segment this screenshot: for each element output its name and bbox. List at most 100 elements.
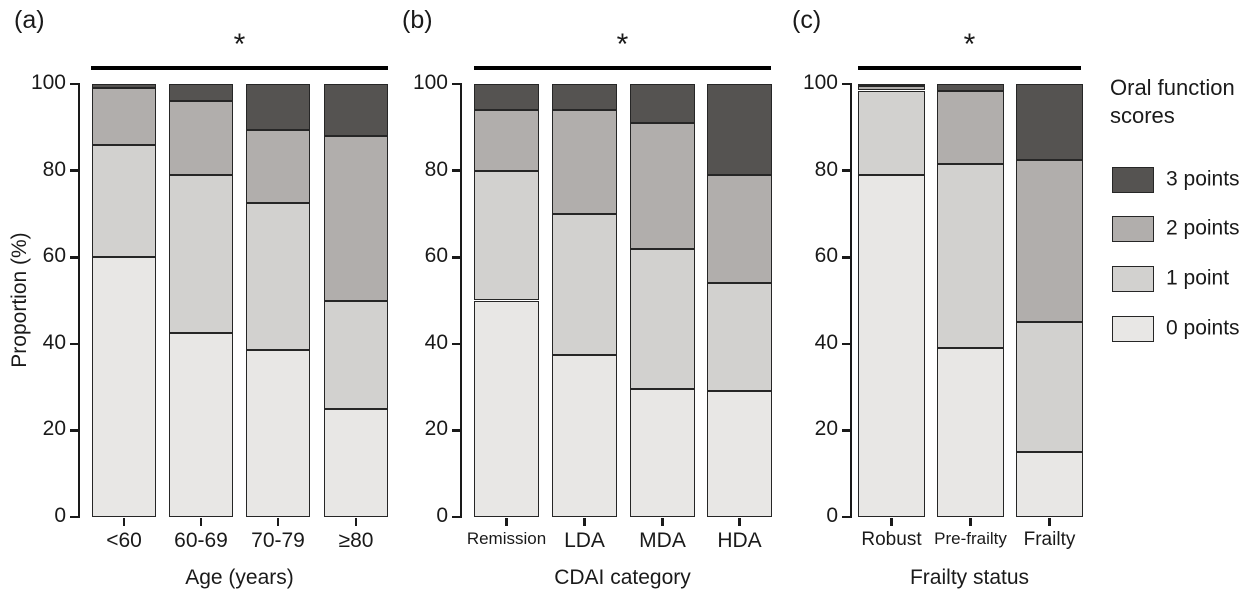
- bar-segment-1-point: [552, 213, 617, 355]
- y-axis-tick: [841, 256, 850, 259]
- bar-segment-3-points: [858, 84, 925, 87]
- x-tick-label: 60-69: [174, 529, 228, 552]
- y-tick-label: 0: [436, 504, 448, 528]
- x-axis-tick: [890, 518, 893, 526]
- bar-segment-1-point: [1016, 322, 1083, 452]
- y-tick-label: 100: [802, 71, 838, 95]
- x-tick-label: Frailty: [1023, 529, 1076, 550]
- x-tick-label: HDA: [717, 529, 762, 552]
- y-tick-label: 80: [814, 157, 838, 181]
- x-axis-tick: [199, 518, 203, 526]
- y-axis-tick: [451, 256, 460, 259]
- legend-swatch-3-points: [1112, 167, 1154, 193]
- bar-segment-2-points: [707, 174, 772, 284]
- panel-letter: (a): [14, 6, 45, 34]
- y-axis-tick: [841, 429, 850, 432]
- significance-asterisk: *: [963, 28, 976, 61]
- bar-segment-2-points: [474, 110, 539, 171]
- bar-segment-1-point: [707, 283, 772, 392]
- x-axis-tick: [738, 518, 741, 526]
- y-tick-label: 20: [814, 417, 838, 441]
- bar-segment-0-points: [1016, 452, 1083, 518]
- y-axis-title: Proportion (%): [8, 232, 31, 368]
- bar-segment-1-point: [858, 90, 925, 175]
- bar-segment-2-points: [552, 110, 617, 214]
- y-tick-label: 100: [412, 71, 448, 95]
- x-axis-title: Age (years): [185, 566, 294, 589]
- bar-segment-1-point: [169, 174, 233, 333]
- x-axis-title: CDAI category: [554, 566, 691, 589]
- y-axis-tick: [451, 515, 460, 519]
- bar-segment-2-points: [937, 90, 1004, 165]
- y-tick-label: 40: [42, 330, 66, 354]
- bar-segment-3-points: [552, 84, 617, 110]
- bar-segment-3-points: [324, 84, 388, 136]
- bar-segment-0-points: [937, 348, 1004, 517]
- y-tick-label: 80: [42, 157, 66, 181]
- x-tick-label: ≥80: [338, 529, 374, 552]
- bar-segment-3-points: [169, 84, 233, 102]
- y-axis-tick: [69, 515, 78, 519]
- bar-segment-3-points: [246, 84, 310, 130]
- significance-line: [858, 66, 1081, 70]
- y-tick-label: 60: [814, 244, 838, 268]
- bar-segment-2-points: [92, 88, 156, 145]
- x-axis-tick: [354, 518, 358, 526]
- significance-asterisk: *: [233, 28, 246, 61]
- bar-segment-2-points: [1016, 159, 1083, 323]
- bar-segment-0-points: [858, 174, 925, 517]
- y-axis-tick: [69, 169, 78, 172]
- x-axis-tick: [969, 518, 972, 526]
- y-axis-tick: [451, 429, 460, 432]
- y-tick-label: 20: [42, 417, 66, 441]
- bar-segment-3-points: [474, 84, 539, 110]
- bar-segment-0-points: [92, 257, 156, 517]
- legend-title: Oral function scores: [1110, 75, 1235, 128]
- bar-segment-0-points: [169, 333, 233, 517]
- bar-segment-3-points: [707, 84, 772, 175]
- y-axis-tick: [841, 169, 850, 172]
- y-tick-label: 100: [30, 71, 66, 95]
- bar-segment-2-points: [169, 101, 233, 175]
- bar-segment-2-points: [630, 123, 695, 249]
- y-axis-tick: [69, 342, 78, 346]
- x-axis-tick: [276, 518, 280, 526]
- bar-segment-1-point: [92, 144, 156, 258]
- y-axis-line: [77, 83, 80, 518]
- bar-segment-0-points: [707, 391, 772, 517]
- bar-segment-3-points: [1016, 84, 1083, 160]
- significance-line: [474, 66, 771, 70]
- y-tick-label: 40: [424, 330, 448, 354]
- panel-letter: (b): [402, 6, 433, 34]
- y-tick-label: 0: [54, 504, 66, 528]
- x-axis-tick: [122, 518, 126, 526]
- x-tick-label: MDA: [639, 529, 686, 552]
- y-axis-tick: [69, 82, 78, 86]
- y-axis-tick: [69, 256, 78, 259]
- bar-segment-1-point: [937, 164, 1004, 349]
- bar-segment-3-points: [937, 84, 1004, 91]
- y-tick-label: 60: [424, 244, 448, 268]
- y-tick-label: 0: [826, 504, 838, 528]
- legend-swatch-1-point: [1112, 266, 1154, 292]
- y-axis-tick: [451, 169, 460, 172]
- y-tick-label: 60: [42, 244, 66, 268]
- bar-segment-2-points: [858, 86, 925, 91]
- y-tick-label: 80: [424, 157, 448, 181]
- legend-swatch-2-points: [1112, 216, 1154, 242]
- legend-item-label: 3 points: [1166, 167, 1240, 191]
- panel-letter: (c): [792, 6, 822, 34]
- x-axis-tick: [583, 518, 586, 526]
- x-tick-label: <60: [106, 529, 142, 552]
- y-axis-tick: [451, 82, 460, 86]
- significance-line: [91, 66, 388, 70]
- bar-segment-1-point: [630, 248, 695, 390]
- significance-asterisk: *: [616, 28, 629, 61]
- y-tick-label: 40: [814, 330, 838, 354]
- y-axis-tick: [451, 342, 460, 346]
- bar-segment-0-points: [474, 300, 539, 517]
- x-tick-label: LDA: [564, 529, 605, 552]
- y-axis-line: [459, 83, 462, 518]
- bar-segment-0-points: [324, 408, 388, 518]
